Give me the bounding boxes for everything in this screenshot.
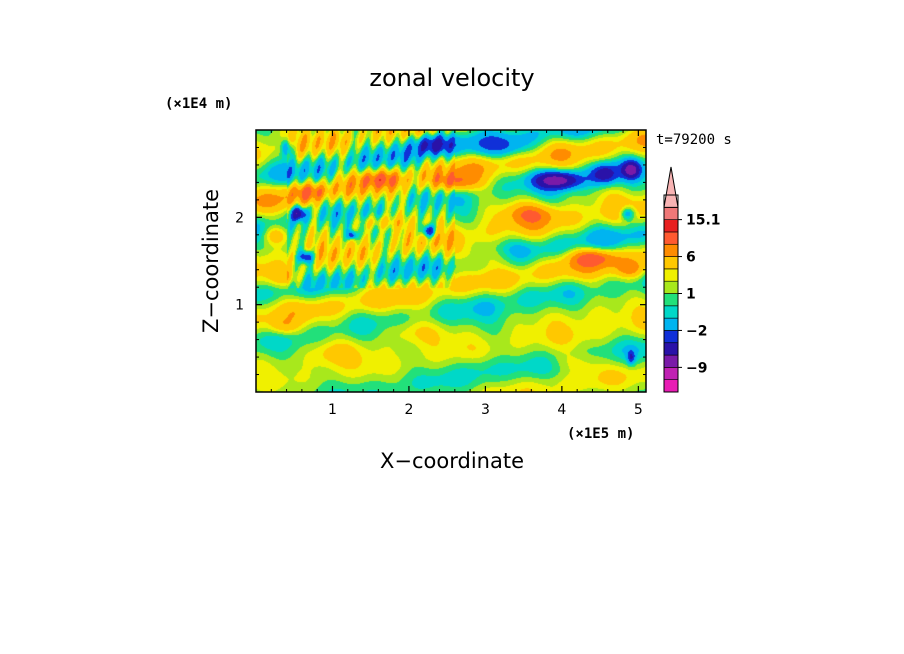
colorbar-label: 15.1 xyxy=(686,213,721,229)
colorbar-label: −2 xyxy=(686,323,707,339)
colorbar-extend-arrow xyxy=(663,166,679,208)
x-tick-label: 2 xyxy=(404,402,413,418)
colorbar-segment xyxy=(663,330,679,344)
x-axis-unit: (×1E5 m) xyxy=(567,426,634,442)
colorbar-segment xyxy=(663,243,679,257)
contour-field xyxy=(256,130,646,392)
colorbar-segment xyxy=(663,342,679,356)
x-axis-ticks: 1 2 3 4 5 xyxy=(270,130,643,418)
plot-frame xyxy=(255,129,647,393)
y-axis-label: Z−coordinate xyxy=(199,189,223,333)
x-tick-label: 3 xyxy=(481,402,490,418)
colorbar-segment xyxy=(663,317,679,331)
y-axis-unit: (×1E4 m) xyxy=(165,96,232,112)
colorbar-label: −9 xyxy=(686,360,707,376)
colorbar-segment xyxy=(663,256,679,270)
y-tick-label: 1 xyxy=(235,298,244,314)
colorbar-segment xyxy=(663,367,679,380)
contour-field-wrapper xyxy=(256,130,646,392)
colorbar-label: 1 xyxy=(686,287,696,303)
colorbar-segment xyxy=(663,231,679,245)
colorbar-segment xyxy=(663,280,679,294)
colorbar-label: 6 xyxy=(686,250,696,266)
chart-title: zonal velocity xyxy=(369,64,534,92)
y-tick-label: 2 xyxy=(235,210,244,226)
colorbar-segment xyxy=(663,354,679,368)
colorbar-segment xyxy=(663,219,679,233)
y-axis-ticks: 12 xyxy=(235,146,646,376)
x-tick-label: 4 xyxy=(557,402,566,418)
colorbar-segment xyxy=(663,207,679,220)
x-tick-label: 5 xyxy=(634,402,643,418)
colorbar-segment xyxy=(663,293,679,307)
x-tick-label: 1 xyxy=(328,402,337,418)
colorbar-segment xyxy=(663,379,679,393)
colorbar: 15.1 6 1 −2 −9 xyxy=(663,166,721,393)
colorbar-segment xyxy=(663,305,679,319)
x-axis-label: X−coordinate xyxy=(380,449,524,473)
colorbar-segment xyxy=(663,268,679,282)
time-label: t=79200 s xyxy=(656,132,732,148)
